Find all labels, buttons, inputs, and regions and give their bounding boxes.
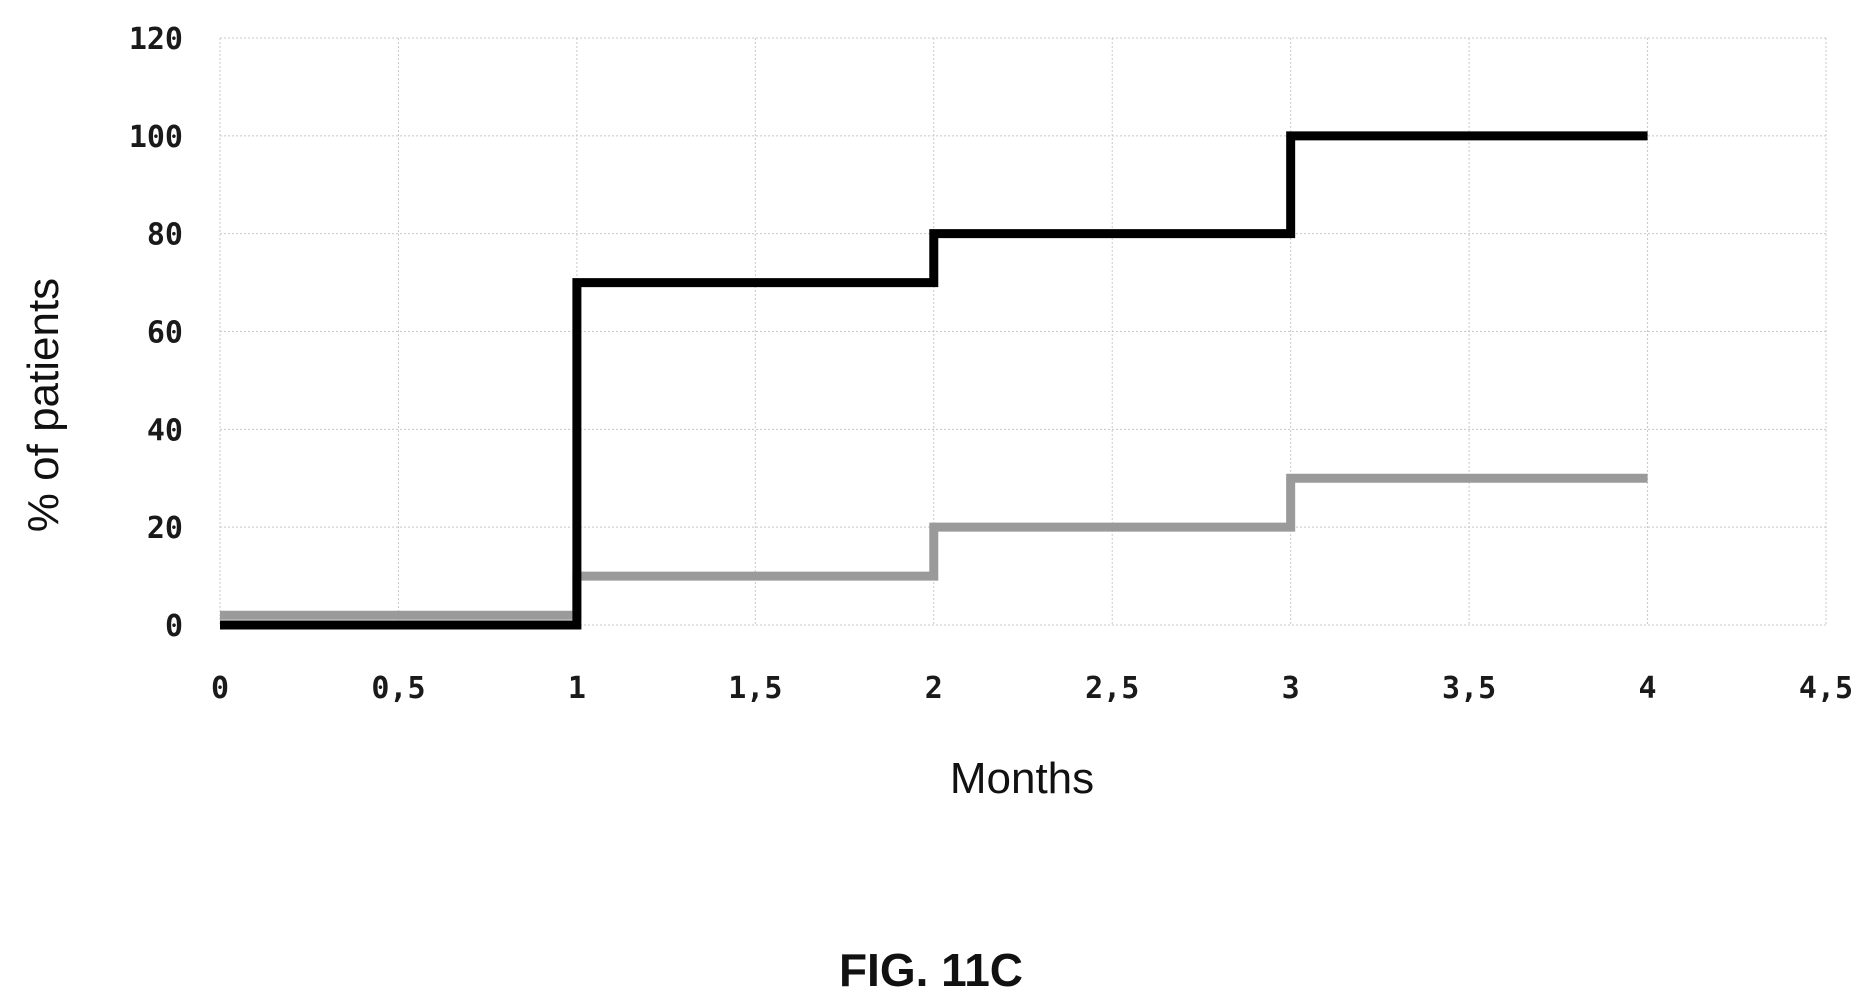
series-layer <box>220 131 1648 630</box>
x-tick-label: 2,5 <box>1085 671 1139 706</box>
figure-label: FIG. 11C <box>838 944 1024 996</box>
x-tick-label: 2 <box>925 671 943 706</box>
x-tick-label: 0 <box>211 671 229 706</box>
x-axis-title: Months <box>950 754 1094 803</box>
grid-lines <box>219 37 1827 626</box>
y-axis-title: % of patients <box>19 278 68 532</box>
step-chart: 0 0,5 1 1,5 2 2,5 3 3,5 4 4,5 0 20 40 60 80 100 120 Mon… <box>19 22 1853 803</box>
y-tick-label: 100 <box>129 120 183 155</box>
x-tick-label: 1 <box>568 671 586 706</box>
series-line-1 <box>220 131 1648 630</box>
x-tick-label: 4,5 <box>1799 671 1853 706</box>
x-tick-labels: 0 0,5 1 1,5 2 2,5 3 3,5 4 4,5 <box>211 671 1853 706</box>
y-tick-label: 80 <box>147 218 183 253</box>
x-tick-label: 1,5 <box>728 671 782 706</box>
y-tick-label: 120 <box>129 22 183 57</box>
x-tick-label: 3 <box>1282 671 1300 706</box>
y-tick-label: 20 <box>147 511 183 546</box>
y-tick-label: 60 <box>147 316 183 351</box>
y-tick-labels: 0 20 40 60 80 100 120 <box>129 22 183 644</box>
y-tick-label: 0 <box>165 609 183 644</box>
x-tick-label: 4 <box>1639 671 1657 706</box>
y-tick-label: 40 <box>147 413 183 448</box>
x-tick-label: 0,5 <box>371 671 425 706</box>
x-tick-label: 3,5 <box>1442 671 1496 706</box>
